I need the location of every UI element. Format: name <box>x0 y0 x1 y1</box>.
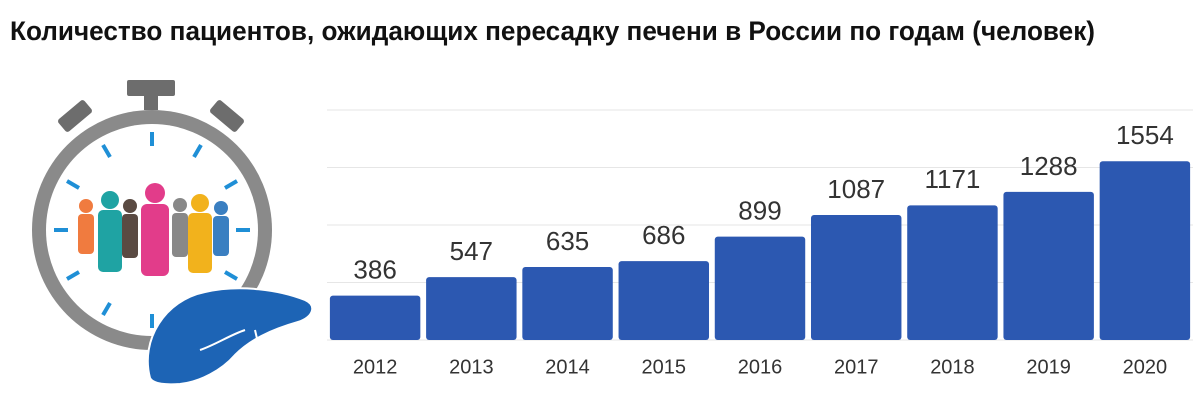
x-tick-label: 2019 <box>1026 356 1071 378</box>
liver-vessels <box>199 329 263 361</box>
x-tick-label: 2014 <box>545 356 590 378</box>
bar <box>810 214 902 340</box>
stopwatch-stem <box>144 94 158 110</box>
bar <box>426 277 517 340</box>
stopwatch-knob <box>58 100 92 132</box>
bar <box>907 205 998 340</box>
bar <box>714 236 806 340</box>
x-tick-label: 2013 <box>449 356 494 378</box>
stopwatch-ticks <box>54 132 250 328</box>
x-tick-label: 2015 <box>642 356 687 378</box>
x-tick-label: 2017 <box>834 356 879 378</box>
stopwatch-knob <box>210 100 244 132</box>
bar <box>1003 191 1094 340</box>
value-label: 1087 <box>827 174 885 204</box>
value-label: 899 <box>738 195 781 225</box>
x-tick-label: 2020 <box>1123 356 1168 378</box>
stopwatch-button <box>127 80 175 96</box>
x-tick-label: 2016 <box>738 356 783 378</box>
value-label: 1171 <box>924 164 980 194</box>
bar <box>1099 161 1191 340</box>
chart-title: Количество пациентов, ожидающих пересадк… <box>10 16 1095 46</box>
value-label: 386 <box>353 254 396 284</box>
x-tick-label: 2018 <box>930 356 975 378</box>
bar <box>618 261 710 340</box>
bar <box>522 266 613 340</box>
x-tick-label: 2012 <box>353 356 398 378</box>
value-label: 635 <box>546 226 589 256</box>
value-label: 1554 <box>1116 120 1174 150</box>
value-label: 547 <box>450 236 493 266</box>
bar <box>329 295 421 340</box>
value-label: 1288 <box>1020 151 1078 181</box>
value-label: 686 <box>642 220 685 250</box>
illustration <box>32 80 314 386</box>
people <box>78 183 229 276</box>
